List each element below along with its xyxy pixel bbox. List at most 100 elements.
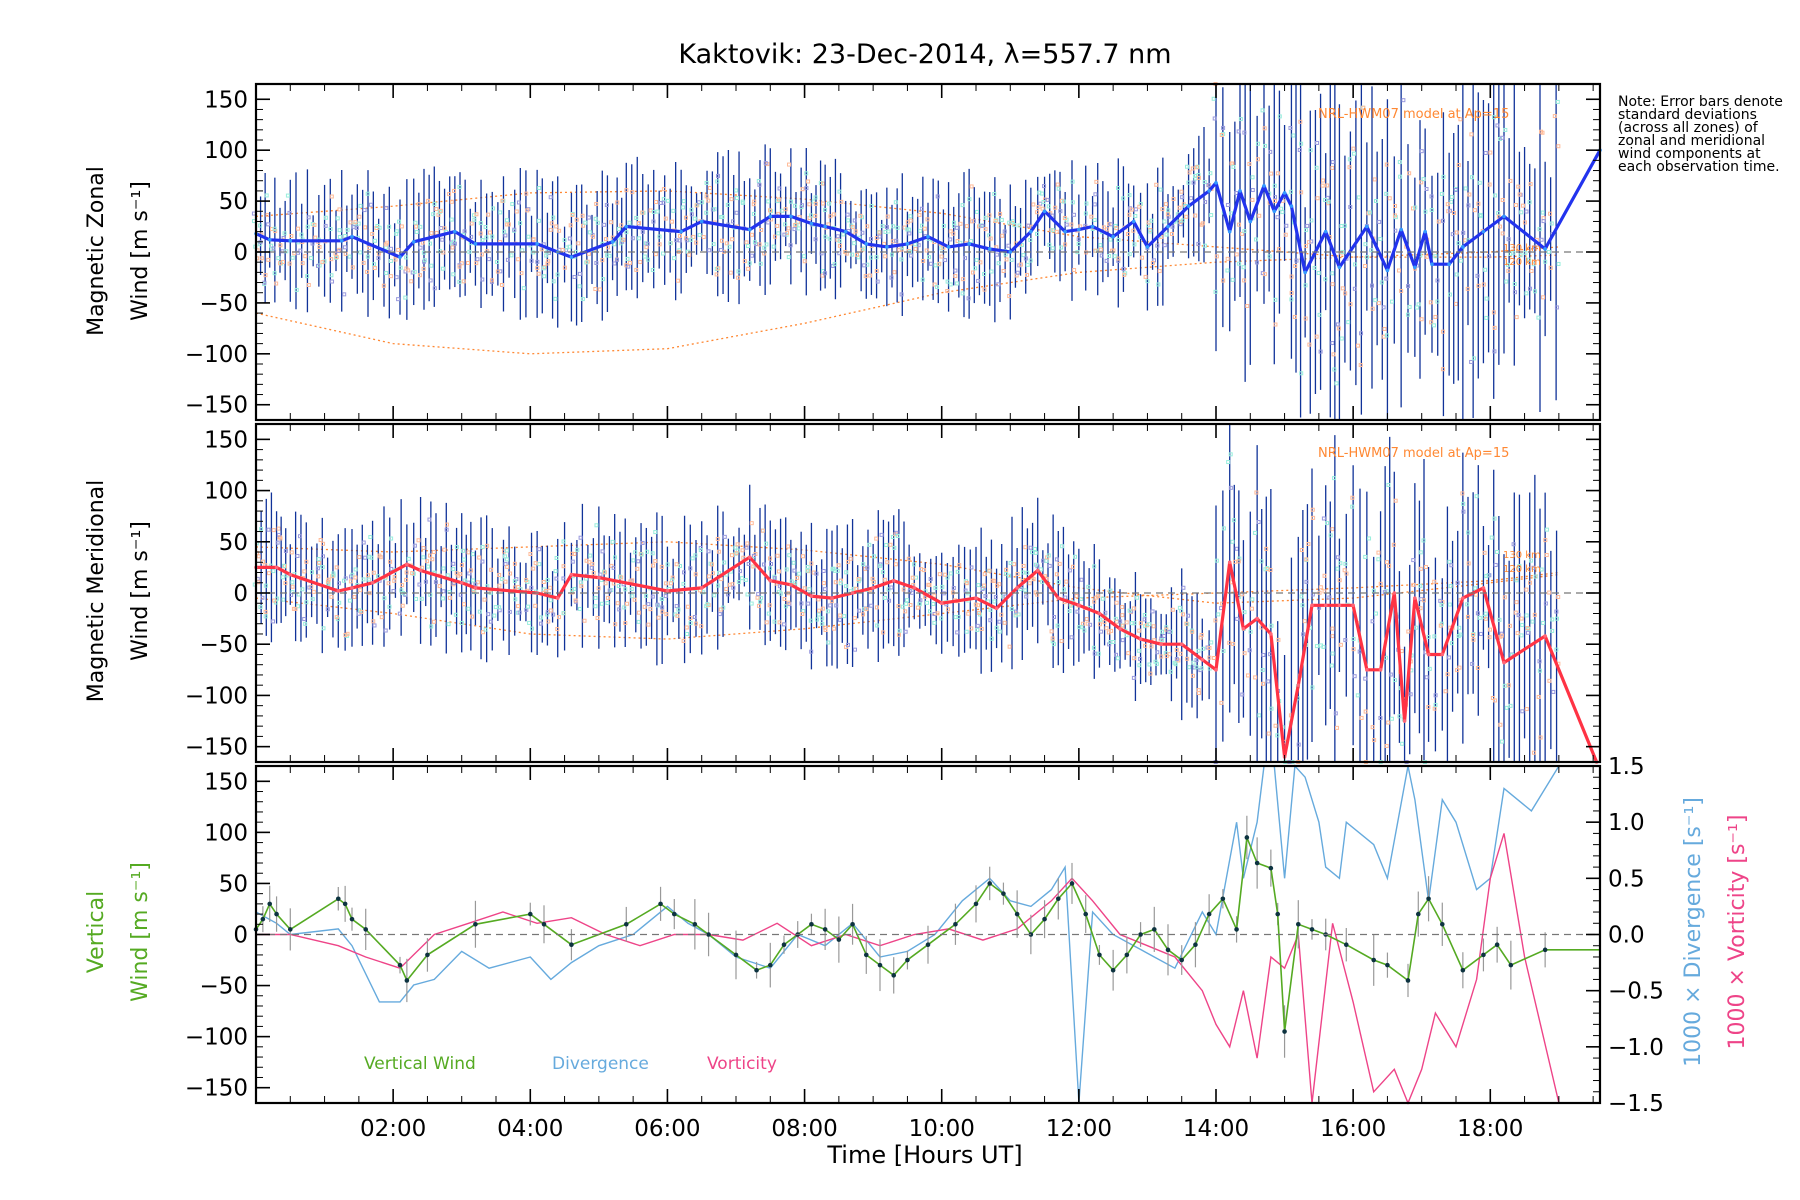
zone-point	[1483, 267, 1488, 272]
vertical-wind-point	[569, 942, 574, 948]
zone-point	[869, 255, 874, 260]
zone-point	[1503, 127, 1508, 132]
zone-point	[831, 626, 836, 631]
zone-point	[1099, 629, 1104, 634]
zone-point	[602, 570, 607, 575]
zone-point	[661, 187, 666, 192]
zone-point	[1275, 733, 1280, 738]
zone-point	[483, 225, 488, 230]
zone-point	[1072, 267, 1077, 272]
zone-point	[347, 254, 352, 259]
zone-point	[1041, 200, 1046, 205]
zone-point	[1098, 617, 1103, 622]
zone-point	[1240, 231, 1245, 236]
wind-point	[288, 239, 293, 243]
zone-point	[1326, 199, 1331, 204]
zone-point	[1211, 96, 1216, 101]
zone-point	[907, 231, 912, 236]
zone-point	[1250, 188, 1255, 193]
wind-point	[823, 224, 827, 229]
zone-point	[1493, 562, 1498, 567]
zone-point	[827, 236, 832, 241]
zone-point	[1256, 520, 1261, 525]
zone-point	[875, 623, 880, 628]
zone-point	[1318, 585, 1323, 590]
zone-point	[795, 575, 800, 580]
zone-point	[607, 588, 612, 593]
zone-point	[372, 266, 377, 271]
zone-point	[737, 569, 742, 574]
zone-point	[432, 286, 437, 291]
zone-point	[428, 553, 433, 558]
zone-point	[1155, 650, 1160, 655]
zone-point	[688, 621, 693, 626]
zone-point	[689, 212, 694, 217]
zone-point	[413, 220, 418, 225]
wind-point	[1214, 668, 1218, 672]
zone-point	[1236, 559, 1241, 564]
zone-point	[1104, 626, 1109, 631]
zone-point	[553, 296, 558, 301]
x-axis-label: Time [Hours UT]	[826, 1141, 1022, 1169]
zone-point	[1231, 641, 1236, 646]
zone-point	[681, 638, 686, 643]
zone-point	[1214, 254, 1219, 259]
wind-point	[1392, 591, 1397, 595]
zone-point	[704, 180, 709, 185]
zone-point	[684, 238, 689, 243]
zone-point	[928, 261, 933, 266]
zone-point	[334, 565, 339, 570]
zone-point	[1334, 725, 1339, 730]
zone-point	[636, 559, 641, 564]
zone-point	[388, 258, 393, 263]
zone-point	[1350, 504, 1355, 509]
zone-point	[612, 555, 617, 560]
zone-point	[893, 200, 898, 205]
zone-point	[1233, 559, 1238, 564]
zone-point	[1063, 242, 1068, 247]
zone-point	[1250, 197, 1255, 202]
zone-point	[459, 563, 464, 568]
zone-point	[276, 256, 281, 261]
zone-point	[1521, 203, 1526, 208]
zone-point	[1301, 632, 1306, 637]
zone-point	[992, 599, 997, 604]
zone-point	[1470, 632, 1475, 637]
zone-point	[1519, 616, 1524, 621]
zone-point	[783, 222, 788, 227]
zone-point	[1111, 639, 1116, 644]
zone-point	[535, 265, 540, 270]
wind-point	[1385, 268, 1390, 273]
zone-point	[584, 260, 589, 265]
wind-point	[1063, 229, 1067, 234]
zone-point	[1516, 613, 1521, 618]
zone-point	[1355, 343, 1360, 348]
zone-point	[1308, 148, 1313, 153]
zone-point	[627, 220, 632, 225]
zone-point	[1523, 250, 1528, 255]
zone-point	[462, 229, 467, 234]
zone-point	[263, 583, 268, 588]
zone-point	[820, 621, 825, 626]
zone-point	[1024, 594, 1029, 599]
zone-point	[389, 566, 394, 571]
zone-point	[617, 607, 622, 612]
zone-point	[1186, 613, 1191, 618]
zone-point	[1082, 628, 1087, 633]
zone-point	[772, 576, 777, 581]
zone-point	[1272, 199, 1277, 204]
zone-point	[683, 215, 688, 220]
zone-point	[1114, 226, 1119, 231]
zone-point	[1213, 618, 1218, 623]
zone-point	[1033, 562, 1038, 567]
zone-point	[489, 278, 494, 283]
zone-point	[1492, 698, 1497, 703]
zone-point	[1191, 180, 1196, 185]
y-tick-label: 100	[204, 138, 248, 164]
zone-point	[1250, 597, 1255, 602]
zone-point	[1035, 231, 1040, 236]
wind-point	[1310, 603, 1314, 608]
zone-point	[935, 285, 940, 290]
zone-point	[931, 602, 936, 607]
zone-point	[517, 610, 522, 615]
